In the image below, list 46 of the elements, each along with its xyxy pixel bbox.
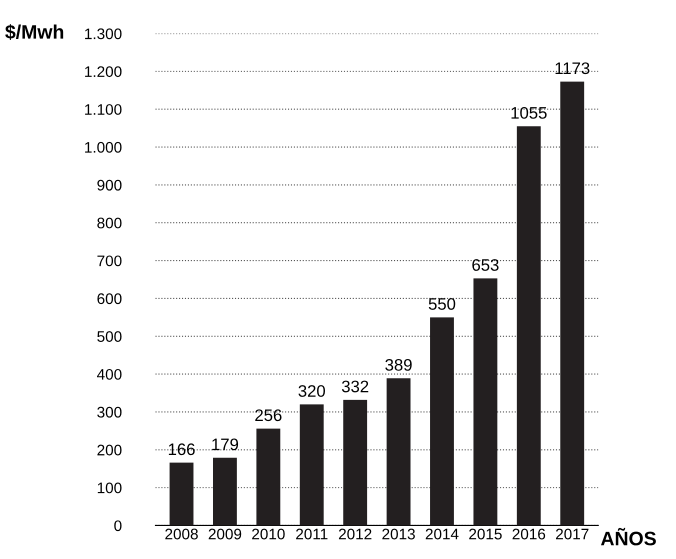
y-tick-label: 800 <box>97 218 122 228</box>
bar <box>213 458 237 526</box>
data-label: 179 <box>212 438 238 450</box>
data-label: 653 <box>472 259 499 271</box>
x-tick-label: 2009 <box>208 528 242 540</box>
data-label: 332 <box>342 380 368 392</box>
y-tick-label: 1.200 <box>85 66 122 78</box>
bar <box>386 378 411 526</box>
y-tick-label: 0 <box>114 520 122 532</box>
x-tick-label: 2012 <box>338 528 372 540</box>
x-tick-label: 2016 <box>512 528 546 540</box>
x-tick-label: 2017 <box>556 528 588 540</box>
bar <box>430 317 454 526</box>
x-tick-label: 2008 <box>165 528 198 540</box>
bar <box>516 126 541 526</box>
y-tick-label: 600 <box>97 293 122 304</box>
y-tick-label: 1.000 <box>85 142 122 153</box>
data-label: 166 <box>168 443 195 456</box>
data-label: 320 <box>298 385 326 397</box>
data-label: 1055 <box>512 106 547 119</box>
bar <box>170 462 194 526</box>
y-tick-label: 400 <box>97 368 122 380</box>
x-tick-label: 2010 <box>252 528 285 540</box>
x-tick-label: 2011 <box>296 528 328 540</box>
y-tick-label: 700 <box>97 255 122 266</box>
data-label: 256 <box>255 409 282 422</box>
bar <box>473 278 498 526</box>
y-axis-title: $/Mwh <box>5 24 64 40</box>
x-tick-label: 2015 <box>469 528 502 540</box>
data-label: 550 <box>428 298 456 310</box>
bar <box>300 404 324 526</box>
y-tick-label: 900 <box>97 180 122 191</box>
x-tick-label: 2014 <box>426 528 459 540</box>
y-tick-label: 100 <box>98 482 122 494</box>
data-label: 1173 <box>556 62 590 74</box>
y-tick-label: 1.100 <box>85 104 122 115</box>
data-label: 389 <box>385 359 412 371</box>
y-tick-label: 1.300 <box>85 28 122 40</box>
y-tick-label: 500 <box>97 331 122 342</box>
y-tick-label: 300 <box>97 406 122 418</box>
bar <box>560 82 584 526</box>
y-tick-label: 200 <box>97 444 122 456</box>
x-tick-label: 2013 <box>382 528 415 540</box>
bar <box>256 428 280 526</box>
x-axis-title: AÑOS <box>600 528 656 546</box>
bar <box>343 400 368 526</box>
